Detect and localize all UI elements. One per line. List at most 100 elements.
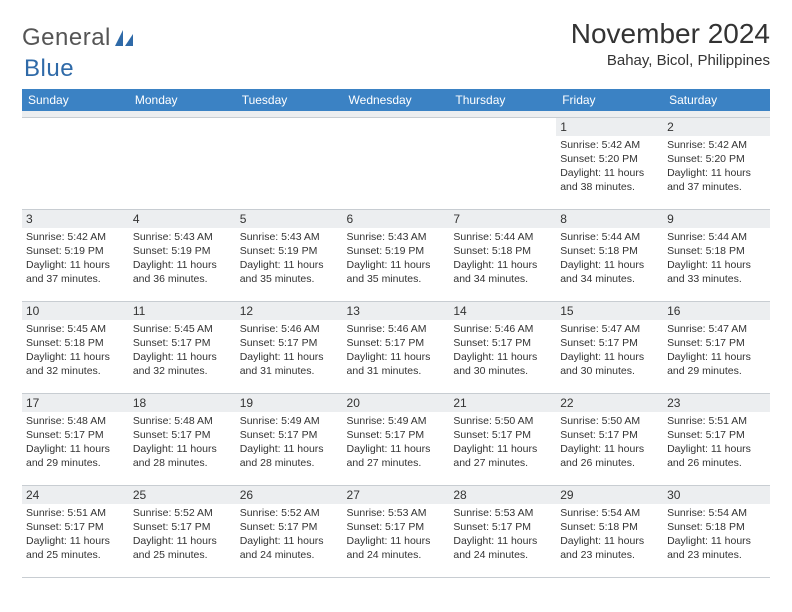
brand-sail-icon bbox=[113, 28, 135, 48]
calendar-week-row: 3 Sunrise: 5:42 AM Sunset: 5:19 PM Daylight… bbox=[22, 209, 770, 301]
sunrise-line: Sunrise: 5:44 AM bbox=[453, 231, 533, 243]
calendar-empty-cell bbox=[343, 117, 450, 209]
day-info: Sunrise: 5:42 AMSunset: 5:20 PMDaylight:… bbox=[663, 136, 770, 199]
sunrise-line: Sunrise: 5:52 AM bbox=[240, 507, 320, 519]
sunrise-line: Sunrise: 5:54 AM bbox=[560, 507, 640, 519]
sunset-line: Sunset: 5:17 PM bbox=[133, 429, 211, 441]
daylight-line: Daylight: 11 hours and 35 minutes. bbox=[347, 259, 431, 285]
daylight-line: Daylight: 11 hours and 23 minutes. bbox=[560, 535, 644, 561]
day-number: 9 bbox=[663, 210, 770, 228]
calendar-day-cell: 20Sunrise: 5:49 AMSunset: 5:17 PMDayligh… bbox=[343, 393, 450, 485]
sunset-line: Sunset: 5:17 PM bbox=[133, 521, 211, 533]
sunset-line: Sunset: 5:18 PM bbox=[667, 521, 745, 533]
calendar-day-cell: 19Sunrise: 5:49 AMSunset: 5:17 PMDayligh… bbox=[236, 393, 343, 485]
sunset-line: Sunset: 5:19 PM bbox=[26, 245, 104, 257]
day-number: 6 bbox=[343, 210, 450, 228]
day-number: 12 bbox=[236, 302, 343, 320]
day-info: Sunrise: 5:52 AMSunset: 5:17 PMDaylight:… bbox=[236, 504, 343, 567]
daylight-line: Daylight: 11 hours and 28 minutes. bbox=[240, 443, 324, 469]
day-header: Sunday bbox=[22, 89, 129, 111]
sunset-line: Sunset: 5:17 PM bbox=[240, 337, 318, 349]
daylight-line: Daylight: 11 hours and 29 minutes. bbox=[26, 443, 110, 469]
brand-name-part1: General bbox=[22, 24, 111, 52]
day-number: 3 bbox=[22, 210, 129, 228]
day-number: 20 bbox=[343, 394, 450, 412]
sunrise-line: Sunrise: 5:49 AM bbox=[347, 415, 427, 427]
daylight-line: Daylight: 11 hours and 32 minutes. bbox=[26, 351, 110, 377]
daylight-line: Daylight: 11 hours and 31 minutes. bbox=[240, 351, 324, 377]
day-number: 18 bbox=[129, 394, 236, 412]
daylight-line: Daylight: 11 hours and 32 minutes. bbox=[133, 351, 217, 377]
sunset-line: Sunset: 5:17 PM bbox=[560, 337, 638, 349]
calendar-day-cell: 7Sunrise: 5:44 AMSunset: 5:18 PMDaylight… bbox=[449, 209, 556, 301]
sunset-line: Sunset: 5:17 PM bbox=[453, 337, 531, 349]
daylight-line: Daylight: 11 hours and 30 minutes. bbox=[560, 351, 644, 377]
day-info: Sunrise: 5:46 AM Sunset: 5:17 PM Daylight:… bbox=[449, 320, 556, 383]
calendar-week-row: 1Sunrise: 5:42 AMSunset: 5:20 PMDaylight… bbox=[22, 117, 770, 209]
daylight-line: Daylight: 11 hours and 23 minutes. bbox=[667, 535, 751, 561]
daylight-line: Daylight: 11 hours and 27 minutes. bbox=[453, 443, 537, 469]
sunrise-line: Sunrise: 5:50 AM bbox=[453, 415, 533, 427]
day-info: Sunrise: 5:48 AMSunset: 5:17 PMDaylight:… bbox=[129, 412, 236, 475]
day-info: Sunrise: 5:53 AMSunset: 5:17 PMDaylight:… bbox=[449, 504, 556, 567]
calendar-day-cell: 2Sunrise: 5:42 AMSunset: 5:20 PMDaylight… bbox=[663, 117, 770, 209]
day-info: Sunrise: 5:47 AM Sunset: 5:17 PM Daylight:… bbox=[556, 320, 663, 383]
sunset-line: Sunset: 5:20 PM bbox=[560, 153, 638, 165]
sunset-line: Sunset: 5:17 PM bbox=[453, 521, 531, 533]
sunrise-line: Sunrise: 5:46 AM bbox=[453, 323, 533, 335]
calendar-empty-cell bbox=[129, 117, 236, 209]
day-info: Sunrise: 5:53 AMSunset: 5:17 PMDaylight:… bbox=[343, 504, 450, 567]
day-number: 22 bbox=[556, 394, 663, 412]
sunrise-line: Sunrise: 5:42 AM bbox=[26, 231, 106, 243]
day-info: Sunrise: 5:50 AMSunset: 5:17 PMDaylight:… bbox=[556, 412, 663, 475]
calendar-day-cell: 1Sunrise: 5:42 AMSunset: 5:20 PMDaylight… bbox=[556, 117, 663, 209]
calendar-day-cell: 24Sunrise: 5:51 AMSunset: 5:17 PMDayligh… bbox=[22, 485, 129, 577]
calendar-day-cell: 8Sunrise: 5:44 AMSunset: 5:18 PMDaylight… bbox=[556, 209, 663, 301]
sunrise-line: Sunrise: 5:44 AM bbox=[560, 231, 640, 243]
sunset-line: Sunset: 5:17 PM bbox=[240, 521, 318, 533]
day-info: Sunrise: 5:49 AMSunset: 5:17 PMDaylight:… bbox=[236, 412, 343, 475]
day-number: 13 bbox=[343, 302, 450, 320]
day-header: Friday bbox=[556, 89, 663, 111]
sunrise-line: Sunrise: 5:43 AM bbox=[347, 231, 427, 243]
daylight-line: Daylight: 11 hours and 25 minutes. bbox=[133, 535, 217, 561]
sunset-line: Sunset: 5:18 PM bbox=[26, 337, 104, 349]
day-header: Monday bbox=[129, 89, 236, 111]
day-number: 26 bbox=[236, 486, 343, 504]
day-number: 28 bbox=[449, 486, 556, 504]
day-info: Sunrise: 5:43 AMSunset: 5:19 PMDaylight:… bbox=[343, 228, 450, 291]
daylight-line: Daylight: 11 hours and 36 minutes. bbox=[133, 259, 217, 285]
day-number: 16 bbox=[663, 302, 770, 320]
sunrise-line: Sunrise: 5:45 AM bbox=[26, 323, 106, 335]
day-number: 14 bbox=[449, 302, 556, 320]
calendar-empty-cell bbox=[236, 117, 343, 209]
day-header: Thursday bbox=[449, 89, 556, 111]
calendar-day-cell: 22Sunrise: 5:50 AMSunset: 5:17 PMDayligh… bbox=[556, 393, 663, 485]
sunset-line: Sunset: 5:17 PM bbox=[347, 337, 425, 349]
title-block: November 2024 Bahay, Bicol, Philippines bbox=[571, 18, 770, 69]
sunrise-line: Sunrise: 5:49 AM bbox=[240, 415, 320, 427]
sunrise-line: Sunrise: 5:53 AM bbox=[347, 507, 427, 519]
sunset-line: Sunset: 5:19 PM bbox=[133, 245, 211, 257]
daylight-line: Daylight: 11 hours and 29 minutes. bbox=[667, 351, 751, 377]
calendar-day-cell: 17Sunrise: 5:48 AMSunset: 5:17 PMDayligh… bbox=[22, 393, 129, 485]
day-info: Sunrise: 5:47 AMSunset: 5:17 PMDaylight:… bbox=[663, 320, 770, 383]
calendar-day-cell: 6Sunrise: 5:43 AMSunset: 5:19 PMDaylight… bbox=[343, 209, 450, 301]
day-info: Sunrise: 5:45 AM Sunset: 5:18 PM Daylight:… bbox=[22, 320, 129, 383]
day-number: 19 bbox=[236, 394, 343, 412]
sunset-line: Sunset: 5:17 PM bbox=[560, 429, 638, 441]
day-info: Sunrise: 5:48 AMSunset: 5:17 PMDaylight:… bbox=[22, 412, 129, 475]
daylight-line: Daylight: 11 hours and 24 minutes. bbox=[347, 535, 431, 561]
sunrise-line: Sunrise: 5:53 AM bbox=[453, 507, 533, 519]
sunrise-line: Sunrise: 5:47 AM bbox=[560, 323, 640, 335]
day-info: Sunrise: 5:43 AMSunset: 5:19 PMDaylight:… bbox=[129, 228, 236, 291]
day-info: Sunrise: 5:50 AMSunset: 5:17 PMDaylight:… bbox=[449, 412, 556, 475]
daylight-line: Daylight: 11 hours and 30 minutes. bbox=[453, 351, 537, 377]
daylight-line: Daylight: 11 hours and 34 minutes. bbox=[560, 259, 644, 285]
day-header-row: SundayMondayTuesdayWednesdayThursdayFrid… bbox=[22, 89, 770, 111]
day-number: 25 bbox=[129, 486, 236, 504]
calendar-day-cell: 18Sunrise: 5:48 AMSunset: 5:17 PMDayligh… bbox=[129, 393, 236, 485]
sunrise-line: Sunrise: 5:51 AM bbox=[26, 507, 106, 519]
day-info: Sunrise: 5:51 AMSunset: 5:17 PMDaylight:… bbox=[663, 412, 770, 475]
calendar-week-row: 17Sunrise: 5:48 AMSunset: 5:17 PMDayligh… bbox=[22, 393, 770, 485]
